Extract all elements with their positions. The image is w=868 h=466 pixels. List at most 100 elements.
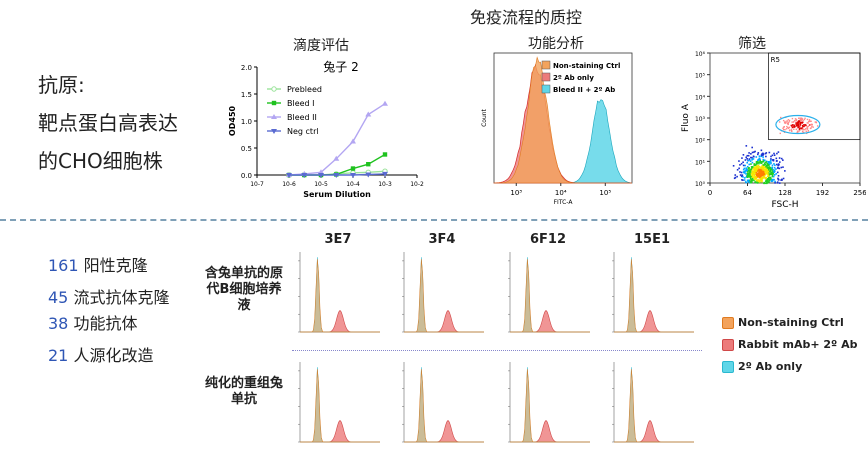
data-point xyxy=(765,168,767,170)
data-point xyxy=(788,119,791,122)
data-point xyxy=(768,163,771,166)
data-point xyxy=(742,179,744,181)
data-point xyxy=(365,111,372,117)
data-point xyxy=(799,127,802,129)
data-point xyxy=(333,155,340,161)
data-point xyxy=(769,173,771,175)
data-point xyxy=(800,117,803,119)
data-point xyxy=(751,161,754,164)
data-point xyxy=(755,156,758,158)
data-point xyxy=(804,128,806,131)
data-point xyxy=(761,154,763,157)
data-point xyxy=(744,164,746,167)
panel-legend: Non-staining Ctrl Rabbit mAb+ 2º Ab 2º A… xyxy=(722,316,857,373)
data-point xyxy=(775,168,777,170)
data-point xyxy=(755,163,757,166)
data-point xyxy=(798,120,800,122)
data-point xyxy=(751,170,754,173)
data-point xyxy=(758,157,761,160)
data-point xyxy=(746,172,749,174)
data-point xyxy=(801,130,804,133)
histogram-peak xyxy=(300,309,380,333)
data-point xyxy=(767,161,770,163)
data-point xyxy=(751,158,754,160)
data-point xyxy=(742,161,744,164)
data-point xyxy=(807,120,810,123)
data-point xyxy=(766,162,768,165)
data-point xyxy=(787,127,790,130)
data-point xyxy=(768,151,771,154)
functional-histogram: 10³ 10⁴ 10⁵ FITC-A Count Non-staining Ctrl 2º … xyxy=(481,52,633,206)
data-point xyxy=(787,123,789,125)
data-point xyxy=(748,158,751,160)
data-point xyxy=(753,163,756,165)
data-point xyxy=(301,173,308,178)
y-axis-label: Fluo A xyxy=(681,103,691,132)
data-point xyxy=(760,149,763,152)
data-point xyxy=(760,167,763,170)
page-title: 免疫流程的质控 xyxy=(470,8,583,27)
y-tick-label: 10⁵ xyxy=(695,73,706,80)
data-point xyxy=(768,176,771,179)
legend-item: Rabbit mAb+ 2º Ab xyxy=(722,338,857,351)
data-point xyxy=(771,164,774,167)
data-point xyxy=(748,152,750,154)
data-point xyxy=(796,124,798,127)
data-point xyxy=(810,120,812,122)
data-point xyxy=(801,128,803,130)
data-point xyxy=(765,165,767,168)
data-point xyxy=(771,159,774,161)
data-point xyxy=(742,176,744,178)
data-point xyxy=(816,125,819,127)
data-point xyxy=(795,122,797,124)
data-point xyxy=(759,172,762,175)
data-point xyxy=(742,168,745,171)
data-point xyxy=(799,117,801,119)
data-point xyxy=(786,122,789,125)
stat-number: 45 xyxy=(48,288,69,307)
data-point xyxy=(382,152,388,157)
data-point xyxy=(751,169,753,172)
legend-swatch xyxy=(722,339,734,351)
data-point xyxy=(748,167,750,169)
data-point xyxy=(752,155,755,158)
data-point xyxy=(775,157,778,160)
data-point xyxy=(791,125,793,127)
legend-label: Rabbit mAb+ 2º Ab xyxy=(738,338,858,351)
column-label: 3E7 xyxy=(324,232,352,247)
data-point xyxy=(755,168,757,171)
data-point xyxy=(763,164,766,166)
legend-label: Bleed I xyxy=(287,99,315,108)
data-point xyxy=(800,127,803,130)
data-point xyxy=(333,173,340,178)
data-point xyxy=(748,163,751,166)
data-point xyxy=(760,168,763,171)
histogram-peak xyxy=(510,309,590,333)
data-point xyxy=(794,119,796,122)
data-point xyxy=(763,172,765,175)
data-point xyxy=(749,160,752,163)
data-point xyxy=(778,157,781,159)
data-point xyxy=(765,155,767,158)
data-point xyxy=(769,167,772,170)
data-point xyxy=(784,170,786,172)
data-point xyxy=(759,177,762,179)
data-point xyxy=(770,162,772,165)
data-point xyxy=(795,128,798,130)
data-point xyxy=(741,157,743,159)
data-point xyxy=(788,121,790,123)
data-point xyxy=(766,180,769,183)
data-point xyxy=(740,171,743,174)
data-point xyxy=(769,176,772,179)
data-point xyxy=(318,173,324,178)
data-point xyxy=(756,172,758,175)
data-point xyxy=(776,160,778,162)
data-point xyxy=(755,165,758,167)
data-point xyxy=(768,171,770,174)
data-point xyxy=(765,161,767,163)
legend-label: Non-staining Ctrl xyxy=(553,62,620,70)
data-point xyxy=(758,168,761,171)
data-point xyxy=(770,155,772,158)
data-point xyxy=(776,152,778,155)
data-point xyxy=(799,118,801,121)
